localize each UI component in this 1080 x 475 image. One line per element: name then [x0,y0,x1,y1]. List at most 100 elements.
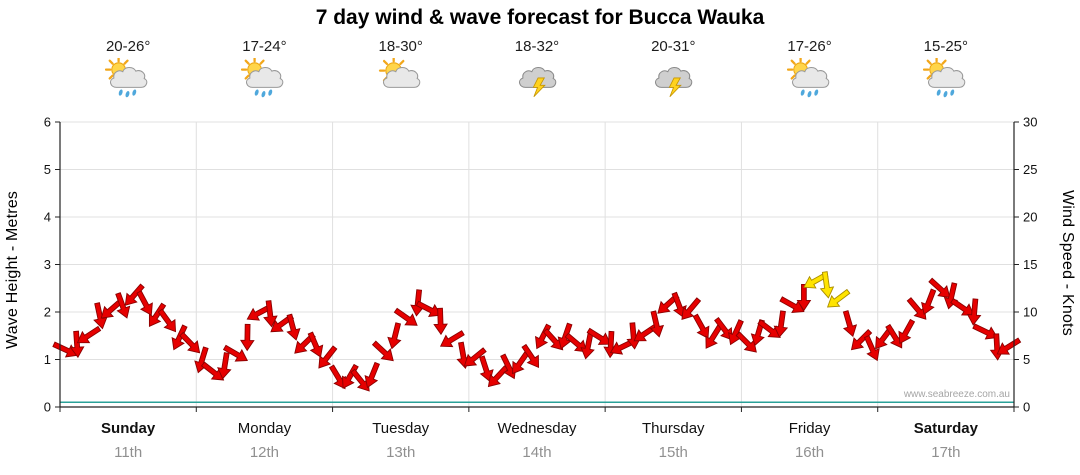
left-axis-tick-label: 5 [44,162,51,177]
wind-arrow [124,283,145,306]
weather-icon-cell [469,58,605,102]
wind-arrow [521,343,540,369]
temperature-range: 17-26° [787,38,832,55]
wind-arrow [222,344,248,362]
wind-arrow [850,328,873,351]
wind-arrow [328,364,346,390]
weather-icon-sun-cloud [378,55,421,88]
right-axis-tick-label: 15 [1023,257,1037,272]
right-axis-tick-label: 25 [1023,162,1037,177]
weather-icon-sun-cloud-rain [922,55,966,98]
weather-icon-cell [60,55,196,102]
wind-arrow [69,330,85,359]
wind-arrow [996,337,1022,355]
page-title: 7 day wind & wave forecast for Bucca Wau… [315,6,765,29]
day-label: Monday [237,420,292,437]
day-date: 14th [522,444,552,461]
left-axis-tick-label: 2 [44,305,51,320]
weather-icon-cell [196,55,332,102]
left-axis-tick-label: 3 [44,257,51,272]
day-date: 17th [931,444,961,461]
weather-icon-sun-cloud-rain [786,55,829,98]
day-date: 13th [386,444,416,461]
wind-arrow [179,331,201,354]
wind-arrow [318,345,338,369]
wind-arrow [263,300,278,328]
wind-arrow [773,310,789,338]
wind-arrow [586,327,612,345]
left-axis-tick-label: 6 [44,115,51,130]
wind-arrow [286,313,301,341]
wind-arrow [387,322,402,350]
wind-arrow [240,323,255,352]
temperature-range: 18-30° [378,38,423,55]
wind-arrow [649,310,665,338]
weather-icon-sun-cloud-rain [105,55,148,98]
wind-arrow [307,331,324,358]
right-axis-tick-label: 10 [1023,305,1037,320]
weather-icon-thunderstorm [655,66,693,98]
day-date: 11th [114,444,143,461]
wind-arrow [950,298,975,316]
wind-arrow [714,316,733,341]
wind-arrow [393,307,418,326]
wind-arrows-series [52,271,1022,392]
weather-icon-cell [605,58,741,102]
right-axis-tick-label: 0 [1023,400,1030,415]
wind-arrow [148,302,167,327]
wind-arrow [52,341,79,358]
wind-arrow [898,318,916,345]
day-label: Wednesday [497,420,577,437]
day-label: Saturday [913,420,978,437]
temperature-range: 20-31° [651,38,696,55]
day-label: Sunday [101,420,156,437]
weather-icon-cell [741,55,877,102]
weather-icon-thunderstorm [518,66,557,98]
day-date: 15th [658,444,688,461]
wind-arrow [863,335,880,362]
day-label: Friday [788,420,831,437]
wind-arrow [217,352,232,380]
gridlines [60,121,1014,407]
wind-arrow [692,313,710,339]
temperature-range: 17-24° [242,38,287,55]
left-axis-tick-label: 0 [44,400,51,415]
wind-arrow [136,290,153,316]
left-axis-tick-label: 4 [44,210,51,225]
wind-arrow [364,361,380,389]
day-date: 16th [794,444,825,461]
day-date: 12th [249,444,280,461]
wind-arrow [439,330,465,348]
wind-arrow [171,324,188,351]
wind-arrow [479,355,494,383]
wind-arrow [681,297,702,320]
wind-arrow [76,325,102,344]
wind-arrow [921,288,937,316]
right-axis-label: Wind Speed - Knots [1059,190,1076,336]
watermark: www.seabreeze.com.au [903,389,1010,400]
temperature-range: 18-32° [514,38,560,55]
wind-arrow [157,308,177,333]
wind-arrow [842,310,858,338]
day-label: Thursday [642,420,705,437]
day-label: Tuesday [372,420,430,437]
wind-arrow [928,277,951,299]
weather-icon-cell [333,55,469,102]
axes: 0 1 2 3 4 5 6 0 5 10 15 20 25 30 [44,115,1038,415]
right-axis-tick-label: 20 [1023,210,1037,225]
right-axis-tick-label: 5 [1023,352,1030,367]
temperature-range: 20-26° [105,38,151,55]
wind-arrow [463,347,487,367]
wind-arrow [966,298,982,326]
wind-arrow [796,283,812,312]
temperature-range: 15-25° [923,38,969,55]
wind-arrow-strong [819,271,835,299]
right-axis-tick-label: 30 [1023,115,1037,130]
left-axis-tick-label: 1 [44,352,51,367]
wind-arrow-strong [826,288,851,308]
wind-arrow [433,307,448,336]
wind-arrow [972,323,999,340]
weather-icon-cell [878,55,1014,102]
